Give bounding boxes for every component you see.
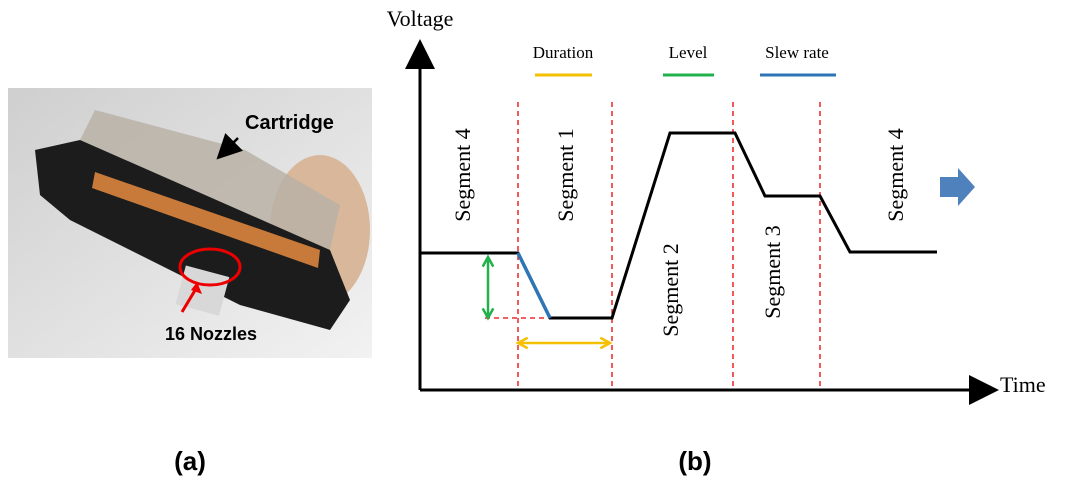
legend-label: Level: [669, 43, 708, 62]
segment-label: Segment 3: [760, 225, 785, 319]
slew-rate-mark: [518, 253, 550, 318]
segment-label: Segment 1: [553, 128, 578, 222]
cartridge-label: Cartridge: [245, 112, 334, 134]
nozzle-label: 16 Nozzles: [165, 324, 257, 344]
segment-label: Segment 4: [450, 128, 475, 222]
x-axis-label: Time: [1000, 372, 1046, 397]
caption: (b): [678, 446, 711, 476]
continue-arrow: [940, 168, 975, 206]
segment-label: Segment 2: [658, 243, 683, 337]
legend-label: Duration: [533, 43, 594, 62]
legend-label: Slew rate: [765, 43, 829, 62]
caption: (a): [174, 446, 206, 476]
figure: Cartridge 16 Nozzles (a) Voltage Time (b…: [0, 0, 1077, 485]
y-axis-label: Voltage: [387, 6, 454, 31]
segment-label: Segment 4: [883, 128, 908, 222]
